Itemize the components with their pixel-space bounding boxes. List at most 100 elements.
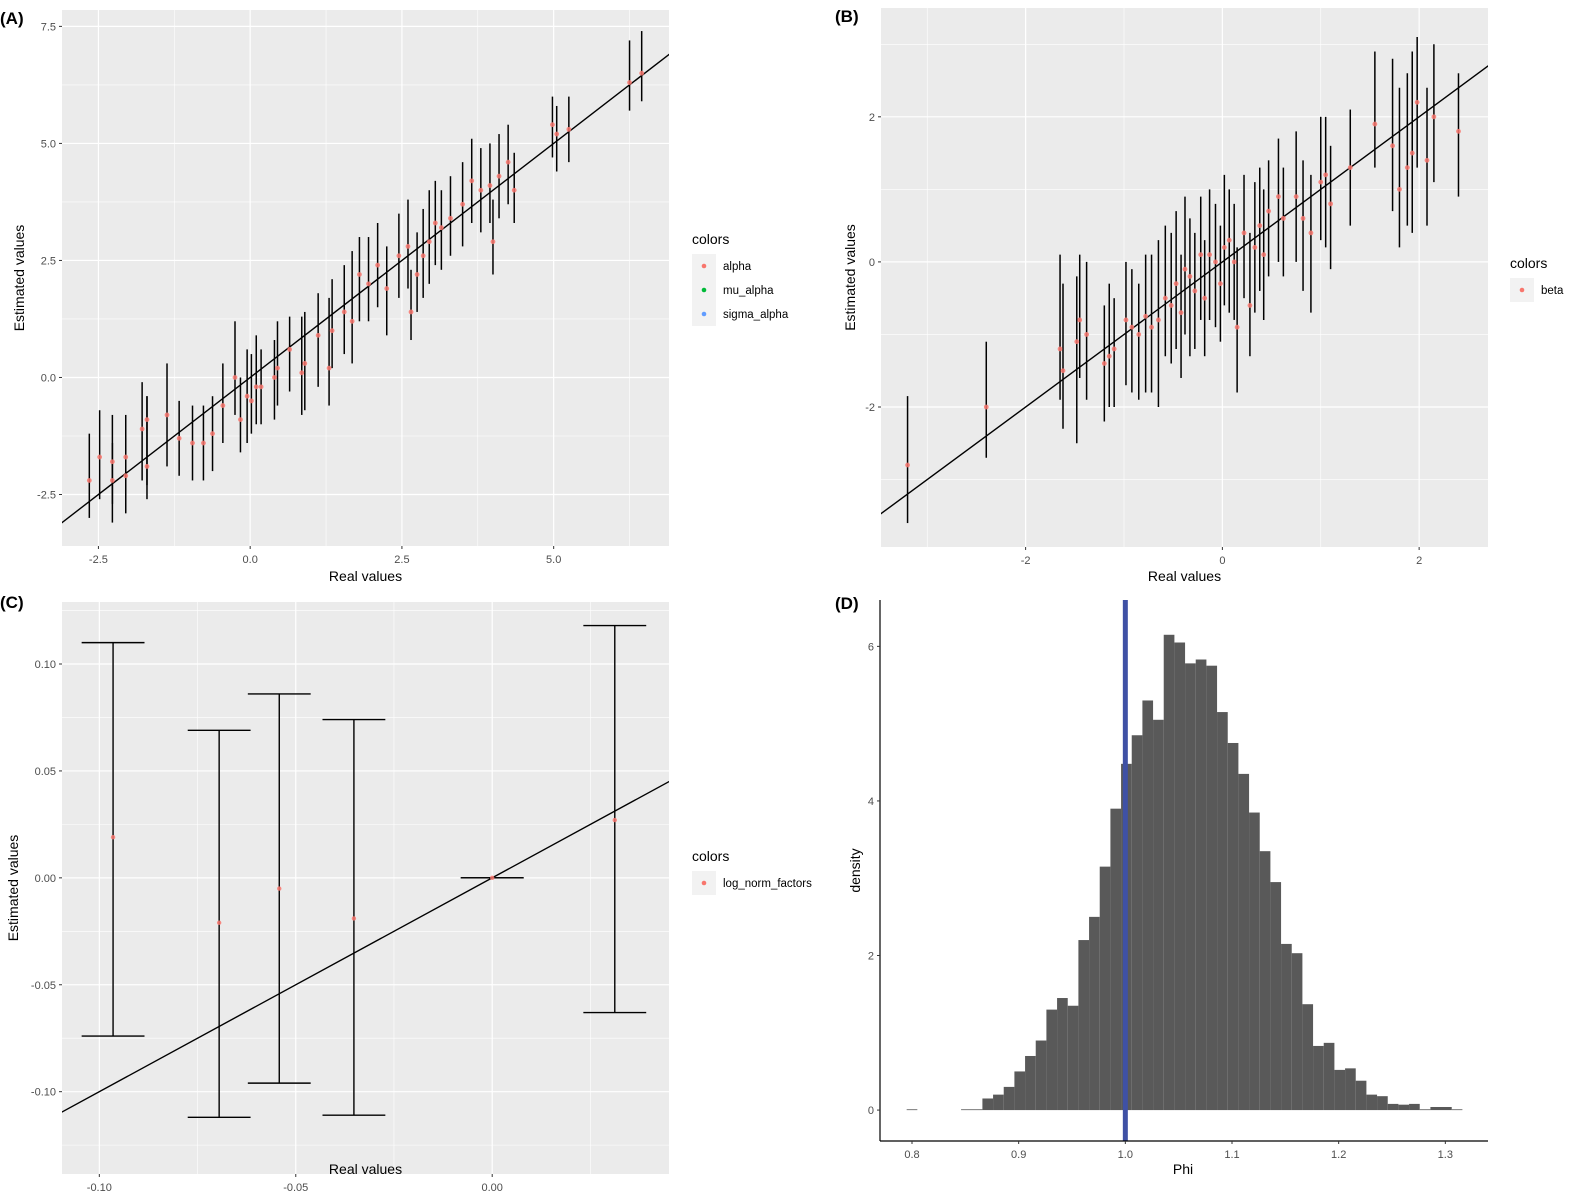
data-point	[1084, 332, 1090, 337]
data-point	[1372, 121, 1378, 127]
data-point	[1404, 165, 1410, 170]
histogram-bar	[1174, 642, 1186, 1111]
legend-title: colors	[1510, 255, 1547, 271]
data-point	[490, 239, 496, 245]
legend-title: colors	[692, 848, 729, 864]
y-axis-title: Estimated values	[5, 835, 21, 942]
x-axis-title: Phi	[1173, 1161, 1193, 1177]
histogram-bar	[1078, 940, 1090, 1111]
data-point	[1207, 252, 1212, 258]
histogram-bar	[1377, 1096, 1388, 1111]
data-point	[1136, 332, 1142, 337]
y-tick-label: 5.0	[41, 138, 56, 150]
histogram-bar	[1046, 1009, 1058, 1111]
data-point	[405, 244, 411, 249]
panel-tag: (D)	[835, 594, 859, 613]
data-point	[1213, 259, 1218, 265]
histogram-bar	[1409, 1103, 1420, 1111]
data-point	[396, 253, 402, 259]
data-point	[375, 262, 381, 268]
data-point	[1347, 165, 1353, 170]
data-point	[1328, 201, 1333, 207]
histogram-bar	[1227, 742, 1239, 1111]
data-point	[1280, 215, 1286, 221]
data-point	[420, 253, 426, 259]
data-point	[1409, 150, 1415, 156]
histogram-bar	[1345, 1068, 1356, 1111]
data-point	[244, 393, 250, 399]
data-point	[144, 464, 150, 469]
data-point	[1111, 346, 1117, 352]
histogram-bar	[1355, 1080, 1367, 1111]
x-tick-label: -2	[1021, 555, 1031, 567]
data-point	[258, 384, 264, 390]
x-tick-label: -2.5	[89, 554, 108, 566]
data-point	[490, 875, 495, 881]
histogram-bar	[1110, 808, 1122, 1111]
data-point	[554, 131, 560, 137]
histogram-bar	[1185, 663, 1196, 1111]
histogram-bar	[1270, 882, 1282, 1111]
data-point	[627, 80, 632, 85]
y-tick-label: -0.05	[31, 980, 56, 992]
histogram-bar	[1313, 1045, 1324, 1111]
y-tick-label: 0	[868, 1105, 874, 1117]
data-point	[109, 478, 115, 483]
data-point	[272, 375, 277, 380]
legend-label: log_norm_factors	[723, 878, 812, 890]
legend-label: mu_alpha	[723, 285, 774, 297]
histogram-bar	[982, 1098, 994, 1111]
x-tick-label: 0	[1219, 555, 1225, 567]
legend-label: sigma_alpha	[723, 309, 789, 321]
x-axis-title: Real values	[1148, 568, 1221, 584]
data-point	[612, 817, 617, 823]
legend-dot-mu-alpha	[701, 287, 707, 293]
data-point	[164, 412, 170, 418]
data-point	[448, 215, 453, 221]
data-point	[238, 417, 243, 423]
histogram-bar	[1259, 851, 1271, 1111]
data-point	[287, 346, 293, 352]
data-point	[1308, 230, 1314, 236]
data-point	[1123, 317, 1129, 323]
y-tick-label: 7.5	[41, 21, 56, 33]
data-point	[1060, 368, 1066, 374]
data-point	[1192, 288, 1198, 294]
data-point	[201, 440, 206, 446]
data-point	[1456, 128, 1461, 134]
data-point	[905, 462, 910, 468]
legend-title: colors	[692, 231, 729, 247]
data-point	[478, 187, 484, 193]
data-point	[408, 309, 414, 315]
histogram-bar	[1067, 1005, 1079, 1111]
x-tick-label: 1.1	[1224, 1149, 1239, 1161]
data-point	[496, 173, 502, 179]
y-tick-label: 2	[869, 112, 875, 124]
data-point	[1057, 346, 1063, 352]
data-point	[1231, 259, 1237, 265]
x-tick-label: 5.0	[546, 554, 561, 566]
histogram-bar	[1249, 812, 1260, 1111]
data-point	[1198, 252, 1204, 258]
data-point	[1218, 281, 1223, 287]
panel-tag: (C)	[0, 593, 24, 612]
data-point	[110, 835, 116, 840]
y-tick-label: -2.5	[37, 490, 56, 502]
y-tick-label: 2.5	[41, 255, 56, 267]
x-axis-title: Real values	[329, 1161, 402, 1177]
histogram-bar	[1419, 1109, 1431, 1111]
data-point	[176, 435, 182, 441]
histogram-bar	[1323, 1042, 1335, 1111]
data-point	[1077, 317, 1083, 323]
data-point	[123, 454, 129, 460]
data-point	[469, 178, 475, 184]
data-point	[1143, 313, 1149, 319]
histogram-bar	[1238, 773, 1250, 1111]
panel-d: (D) 0.8 0.9 1.0 1.1 1.2 1.3 0 2 4 6 Phi density	[835, 594, 1488, 1177]
data-point	[1323, 172, 1329, 178]
data-point	[432, 220, 438, 226]
data-point	[86, 478, 92, 483]
